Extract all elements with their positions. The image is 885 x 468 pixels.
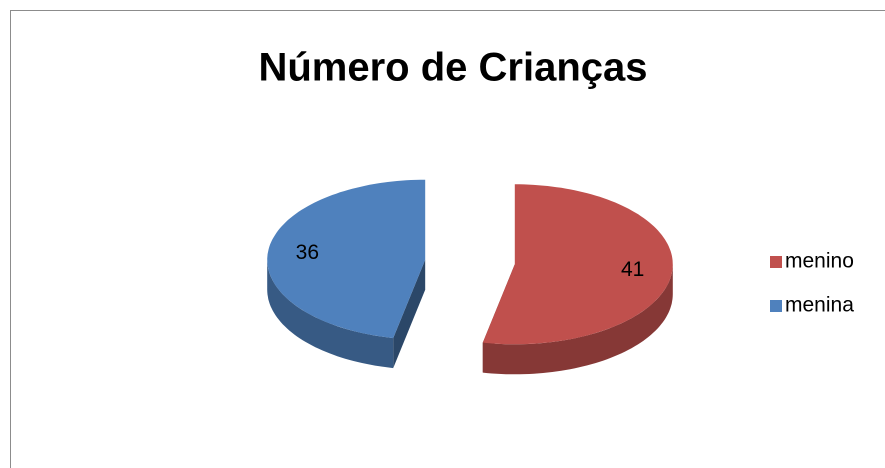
pie-slice <box>267 179 426 339</box>
data-label: 41 <box>621 258 644 281</box>
data-label: 36 <box>296 241 319 264</box>
slice-side <box>267 259 394 369</box>
pie-slice <box>482 184 673 345</box>
legend-swatch <box>770 300 782 312</box>
slice-cut-face <box>393 259 426 369</box>
legend-label: menino <box>785 250 854 273</box>
legend-swatch <box>770 256 782 268</box>
chart-border <box>10 10 885 468</box>
legend-label: menina <box>785 294 854 317</box>
slice-side <box>482 264 673 375</box>
chart-title: Número de Crianças <box>258 46 647 90</box>
